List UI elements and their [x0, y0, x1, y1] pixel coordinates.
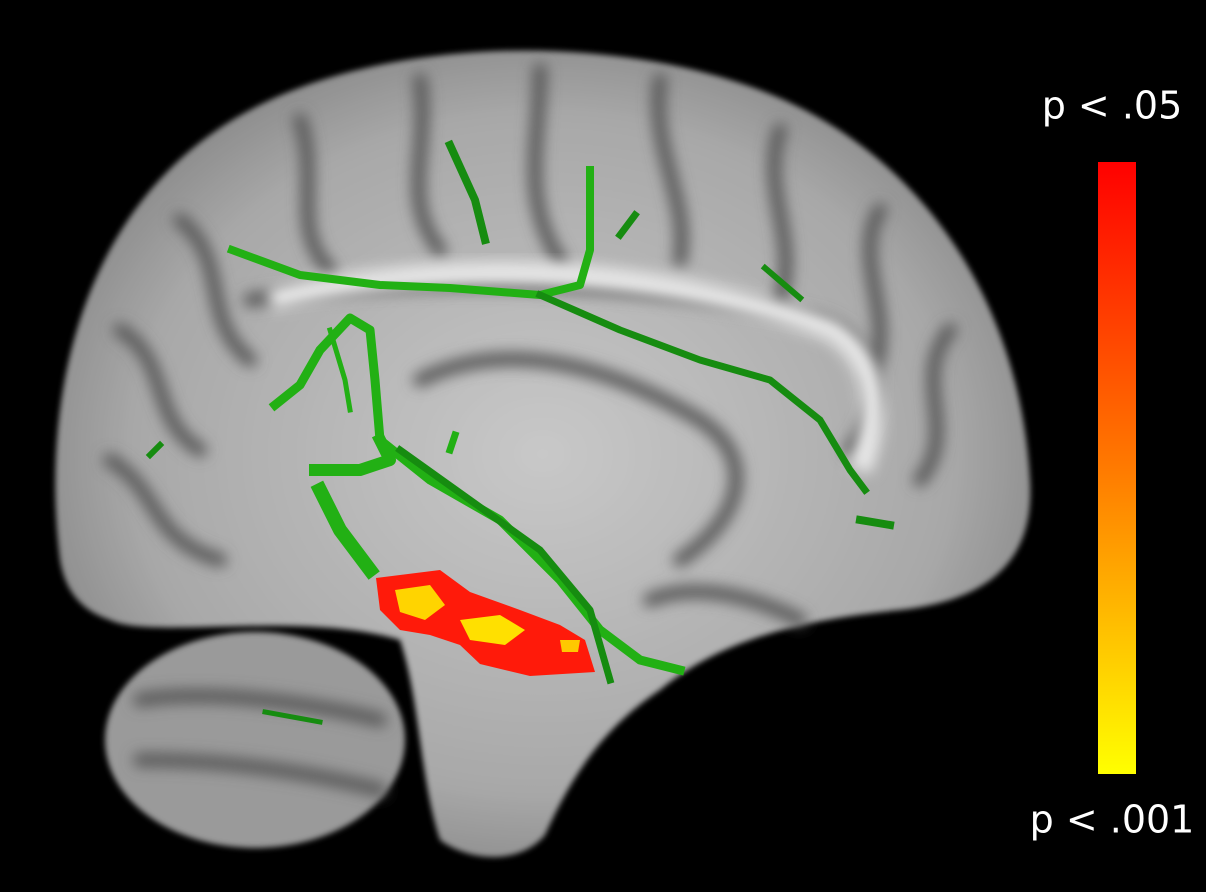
page: p < .05 p < .001 (() => { const data = J… — [0, 0, 1206, 892]
cerebellum — [105, 632, 405, 848]
colorbar-bottom-label: p < .001 — [1030, 798, 1195, 842]
figure: p < .05 p < .001 — [0, 0, 1206, 892]
colorbar — [1098, 162, 1136, 774]
colorbar-top-label: p < .05 — [1042, 84, 1183, 128]
